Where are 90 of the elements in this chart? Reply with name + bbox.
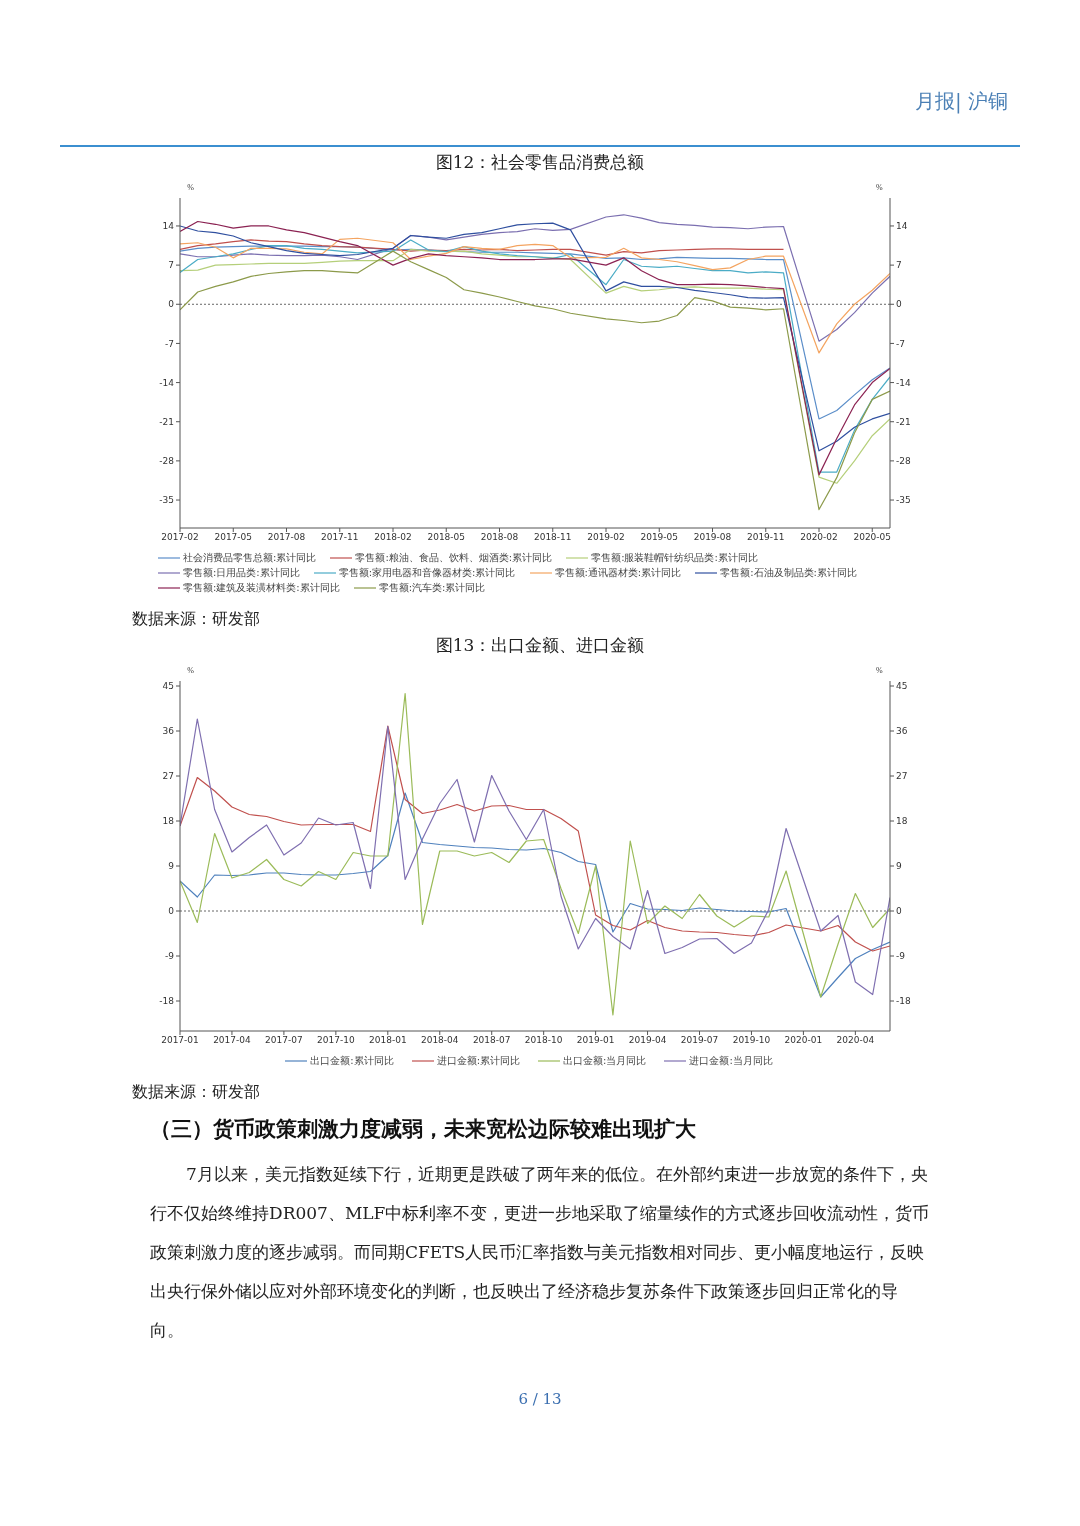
line-series	[180, 237, 890, 354]
x-tick-label: 2019-04	[628, 1035, 667, 1046]
x-tick-label: 2018-08	[480, 532, 519, 543]
x-tick-label: 2017-07	[265, 1035, 303, 1046]
y2-tick-label: -21	[896, 416, 911, 427]
x-tick-label: 2018-02	[374, 532, 412, 543]
y-tick-label: -9	[165, 951, 175, 962]
x-tick-label: 2017-11	[320, 532, 359, 543]
legend-label: 零售额:服装鞋帽针纺织品类:累计同比	[591, 550, 758, 565]
y-tick-label: -28	[159, 456, 175, 467]
text: 月报| 沪铜	[913, 88, 1009, 115]
line-series	[180, 792, 890, 998]
line-series	[180, 214, 890, 342]
x-tick-label: 2018-05	[427, 532, 466, 543]
y-tick-label: 18	[162, 816, 175, 827]
legend-label: 出口金额:当月同比	[563, 1053, 647, 1068]
y-tick-label: -14	[159, 377, 175, 388]
x-tick-label: 2018-07	[472, 1035, 511, 1046]
x-tick-label: 2019-11	[746, 532, 785, 543]
legend-label: 社会消费品零售总额:累计同比	[183, 550, 317, 565]
y2-tick-label: -28	[896, 456, 911, 467]
x-tick-label: 2017-04	[213, 1035, 252, 1046]
legend-label: 零售额:石油及制品类:累计同比	[720, 565, 857, 580]
y-tick-label: 7	[168, 260, 174, 271]
y2-tick-label: -9	[896, 951, 906, 962]
y2-axis-title: %	[876, 665, 883, 675]
y-tick-label: -18	[159, 996, 175, 1007]
x-tick-label: 2020-05	[853, 532, 892, 543]
y-tick-label: 27	[162, 771, 174, 782]
y2-axis-title: %	[876, 182, 883, 192]
x-tick-label: 2018-10	[524, 1035, 563, 1046]
y2-tick-label: 7	[896, 260, 902, 271]
text: （三）货币政策刺激力度减弱，未来宽松边际较难出现扩大	[150, 1115, 697, 1143]
x-tick-label: 2020-04	[836, 1035, 875, 1046]
y2-tick-label: 0	[896, 299, 902, 310]
legend-label: 零售额:粮油、食品、饮料、烟酒类:累计同比	[355, 550, 553, 565]
y2-tick-label: 0	[896, 906, 902, 917]
y-tick-label: 0	[168, 299, 175, 310]
y2-tick-label: -7	[896, 338, 905, 349]
legend-label: 零售额:家用电器和音像器材类:累计同比	[338, 565, 516, 580]
y-tick-label: -7	[165, 338, 174, 349]
legend-label: 零售额:通讯器材类:累计同比	[554, 565, 682, 580]
legend-label: 出口金额:累计同比	[310, 1053, 394, 1068]
x-tick-label: 2018-11	[533, 532, 572, 543]
x-tick-label: 2019-05	[640, 532, 679, 543]
y2-tick-label: 9	[896, 861, 902, 872]
y-tick-label: -21	[159, 416, 174, 427]
legend-label: 进口金额:当月同比	[689, 1053, 773, 1068]
x-tick-label: 2019-02	[587, 532, 625, 543]
y2-tick-label: -18	[896, 996, 911, 1007]
text: 7月以来，美元指数延续下行，近期更是跌破了两年来的低位。在外部约束进一步放宽的条件下，央行不仅始终维持DR007、MLF中标利率不变，更进一步地采取了缩量续作的方式逐步回收流动性，货币政策刺激力度的逐步减弱。而同期CFETS人民币汇率指数与美元指数相对同步、更小幅度地运行，反映出央行保外储以应对外部环境变化的判断，也反映出了经济稳步复苏条件下政策逐步回归正常化的导向。	[150, 1163, 930, 1342]
x-tick-label: 2020-01	[784, 1035, 823, 1046]
x-tick-label: 2017-02	[161, 532, 199, 543]
y-axis-title: %	[187, 665, 195, 675]
y-tick-label: -35	[159, 495, 174, 506]
y2-tick-label: 27	[896, 771, 908, 782]
x-tick-label: 2018-04	[420, 1035, 459, 1046]
x-tick-label: 2019-07	[680, 1035, 719, 1046]
y-tick-label: 45	[162, 681, 174, 692]
legend-label: 零售额:日用品类:累计同比	[183, 565, 300, 580]
y2-tick-label: 45	[896, 681, 908, 692]
x-tick-label: 2019-01	[576, 1035, 615, 1046]
x-tick-label: 2017-10	[317, 1035, 355, 1046]
y-axis-title: %	[187, 182, 195, 192]
line-series	[180, 725, 890, 952]
x-tick-label: 2018-01	[369, 1035, 407, 1046]
legend-label: 零售额:汽车类:累计同比	[378, 580, 486, 595]
y2-tick-label: 36	[896, 726, 908, 737]
chart-title: 图13：出口金额、进口金额	[434, 634, 646, 657]
y2-tick-label: -14	[896, 377, 911, 388]
x-tick-label: 2020-02	[800, 532, 838, 543]
y-tick-label: 14	[162, 221, 175, 232]
chart-title: 图12：社会零售品消费总额	[434, 151, 646, 174]
x-tick-label: 2017-01	[161, 1035, 199, 1046]
x-tick-label: 2017-05	[214, 532, 253, 543]
legend-label: 进口金额:累计同比	[436, 1053, 520, 1068]
legend-label: 零售额:建筑及装潢材料类:累计同比	[183, 580, 340, 595]
x-tick-label: 2019-10	[732, 1035, 771, 1046]
y-tick-label: 0	[168, 906, 175, 917]
x-tick-label: 2017-08	[267, 532, 306, 543]
text: 6 / 13	[517, 1390, 563, 1408]
y-tick-label: 36	[162, 726, 175, 737]
y2-tick-label: -35	[896, 495, 911, 506]
y-tick-label: 9	[168, 861, 175, 872]
source-note: 数据来源：研发部	[132, 609, 261, 630]
source-note: 数据来源：研发部	[132, 1082, 261, 1103]
x-tick-label: 2019-08	[693, 532, 732, 543]
y2-tick-label: 18	[896, 816, 908, 827]
line-series	[180, 239, 785, 256]
y2-tick-label: 14	[896, 221, 908, 232]
